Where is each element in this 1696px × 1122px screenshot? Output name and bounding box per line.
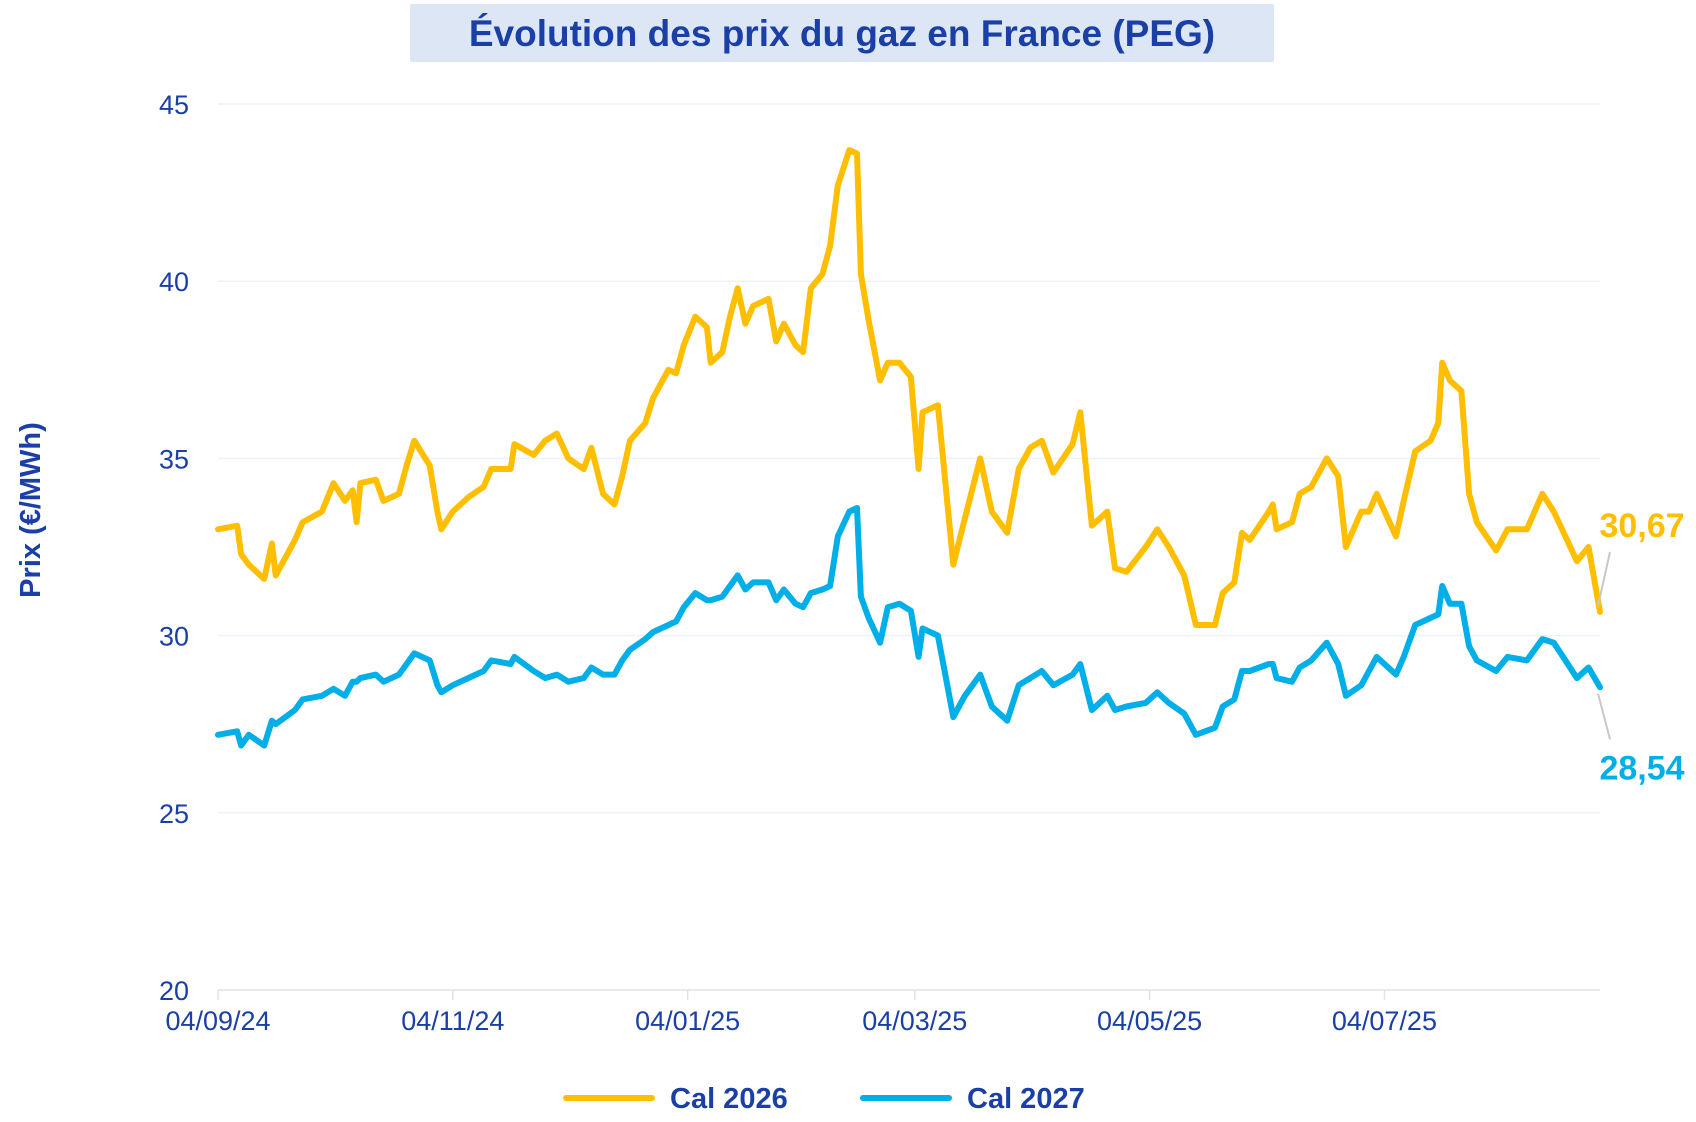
y-tick-label: 25 bbox=[159, 799, 189, 829]
series-line-cal-2027 bbox=[215, 505, 1603, 749]
end-value-labels: 30,67 28,54 bbox=[1597, 507, 1685, 787]
legend: Cal 2026 Cal 2027 bbox=[563, 1083, 1085, 1115]
x-tick-label: 04/05/25 bbox=[1097, 1006, 1202, 1036]
legend-label: Cal 2027 bbox=[967, 1083, 1085, 1115]
series-line-cal-2026 bbox=[215, 147, 1603, 628]
chart-title-background bbox=[410, 4, 1274, 62]
end-label-leader bbox=[1597, 693, 1611, 740]
end-value-label: 28,54 bbox=[1599, 749, 1684, 787]
y-tick-label: 20 bbox=[159, 976, 189, 1006]
x-tick-label: 04/11/24 bbox=[401, 1006, 504, 1036]
x-tick-label: 04/07/25 bbox=[1332, 1006, 1437, 1036]
y-tick-label: 35 bbox=[159, 444, 189, 474]
y-tick-label: 40 bbox=[159, 267, 189, 297]
x-tick-labels: 04/09/24 04/11/24 04/01/25 04/03/25 04/05/25… bbox=[165, 1006, 1437, 1036]
y-tick-label: 45 bbox=[159, 90, 189, 120]
x-tick-label: 04/03/25 bbox=[862, 1006, 967, 1036]
grid-layer bbox=[217, 103, 1600, 1000]
chart-title: Évolution des prix du gaz en France (PEG… bbox=[469, 13, 1215, 54]
y-axis-label: Prix (€/MWh) bbox=[15, 422, 47, 598]
legend-label: Cal 2026 bbox=[670, 1083, 788, 1115]
series-layer bbox=[215, 147, 1603, 749]
y-tick-label: 30 bbox=[159, 622, 189, 652]
x-tick-label: 04/01/25 bbox=[635, 1006, 740, 1036]
y-tick-labels: 20 25 30 35 40 45 bbox=[159, 90, 189, 1006]
end-label-leader bbox=[1597, 551, 1611, 607]
end-value-label: 30,67 bbox=[1599, 507, 1684, 545]
x-tick-label: 04/09/24 bbox=[165, 1006, 270, 1036]
